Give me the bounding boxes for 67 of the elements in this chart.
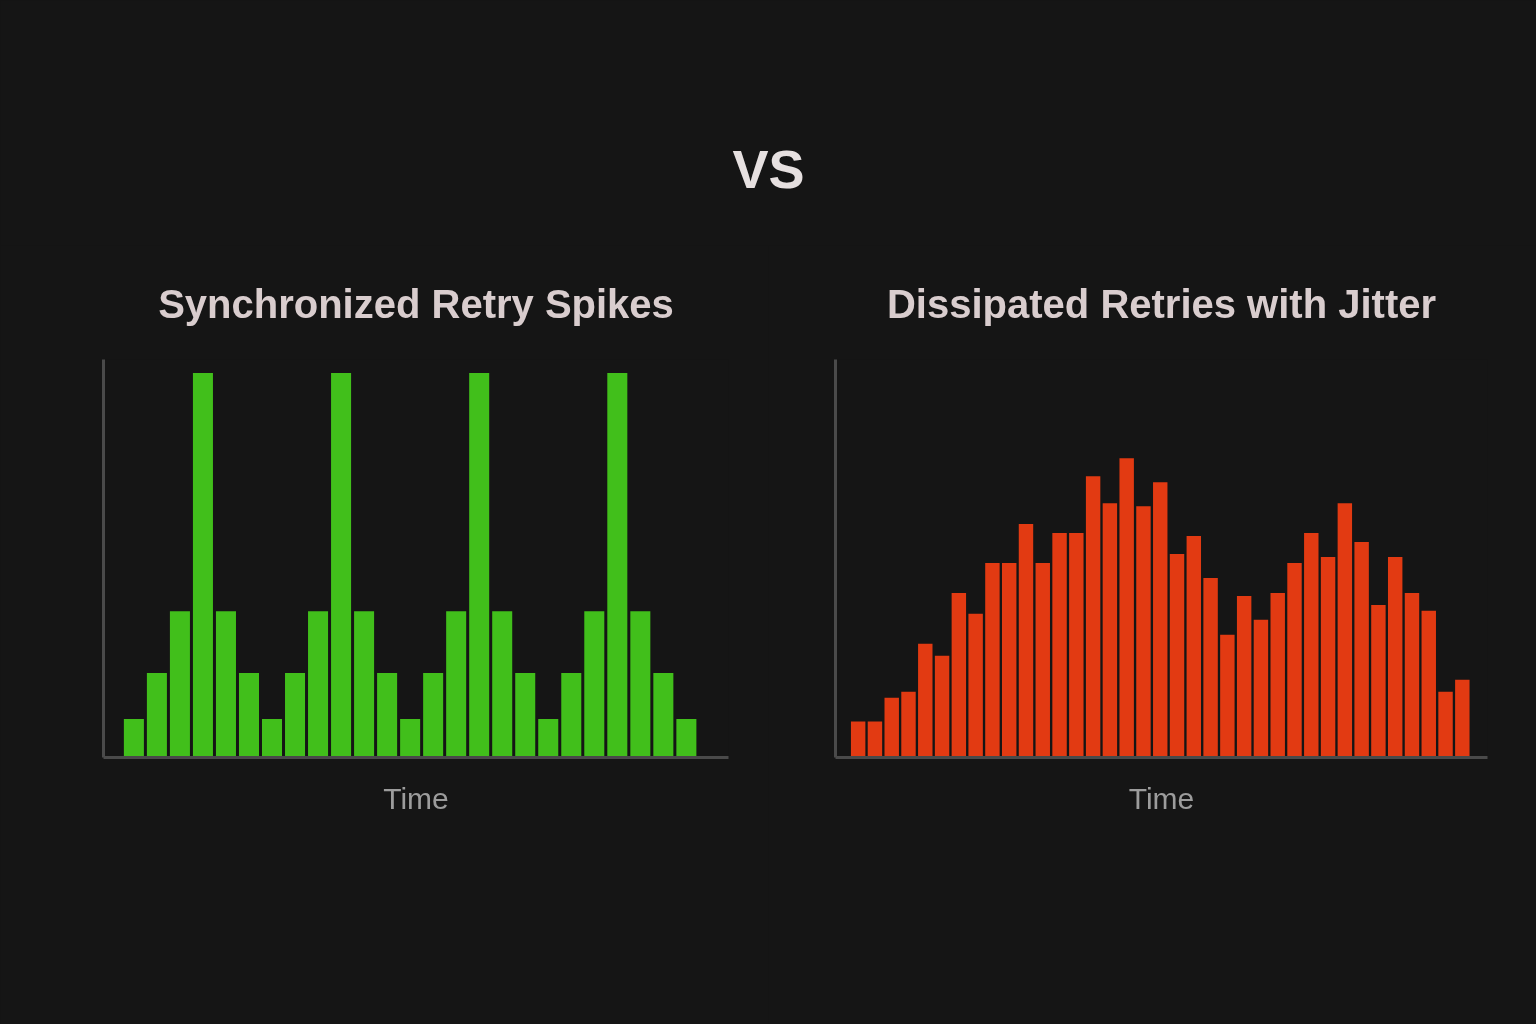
bar bbox=[1371, 604, 1386, 758]
bar bbox=[1001, 562, 1017, 758]
bar bbox=[630, 611, 651, 758]
bar bbox=[867, 721, 883, 758]
text: VS bbox=[732, 138, 805, 199]
bar bbox=[469, 372, 490, 758]
bar bbox=[1035, 562, 1050, 758]
bar bbox=[1253, 619, 1269, 758]
bar bbox=[1387, 557, 1403, 758]
bar bbox=[1186, 536, 1202, 758]
bar bbox=[1354, 542, 1369, 758]
bar bbox=[377, 672, 398, 758]
bar bbox=[515, 672, 536, 758]
bar bbox=[146, 672, 167, 758]
bar bbox=[1421, 610, 1436, 758]
bar bbox=[238, 672, 259, 758]
bar bbox=[1169, 554, 1185, 758]
bar bbox=[331, 372, 352, 758]
bar bbox=[1119, 458, 1134, 758]
bar bbox=[261, 719, 283, 758]
bar bbox=[1337, 503, 1353, 758]
bar bbox=[285, 672, 306, 758]
bar bbox=[985, 562, 1000, 758]
bar bbox=[1404, 592, 1420, 758]
x-axis-title: Time bbox=[383, 781, 449, 815]
bar bbox=[1052, 533, 1067, 758]
bar bbox=[1438, 691, 1453, 758]
bar bbox=[123, 719, 144, 758]
bar bbox=[1018, 524, 1034, 758]
bar bbox=[561, 672, 582, 758]
bar bbox=[446, 611, 467, 758]
bar bbox=[1304, 533, 1319, 758]
bar bbox=[423, 672, 444, 758]
bar bbox=[400, 719, 421, 758]
bar bbox=[1287, 562, 1302, 758]
bar bbox=[584, 611, 605, 758]
bar bbox=[884, 697, 899, 758]
bar bbox=[1069, 533, 1084, 758]
bar bbox=[934, 655, 950, 758]
bar bbox=[676, 719, 697, 758]
bar bbox=[901, 691, 916, 758]
bar bbox=[1153, 482, 1168, 758]
bar bbox=[951, 592, 967, 758]
bar bbox=[1203, 577, 1218, 758]
bar bbox=[354, 611, 375, 758]
bar bbox=[1455, 679, 1470, 758]
bar bbox=[1085, 476, 1101, 758]
bar bbox=[918, 643, 933, 758]
bar bbox=[1220, 634, 1235, 758]
x-axis-title: Time bbox=[1128, 781, 1195, 815]
bar bbox=[215, 611, 236, 758]
bar bbox=[607, 372, 628, 758]
bar bbox=[1136, 506, 1151, 758]
bar bbox=[1236, 595, 1252, 758]
bar bbox=[492, 611, 513, 758]
chart-title: Dissipated Retries with Jitter bbox=[886, 281, 1437, 326]
chart-title: Synchronized Retry Spikes bbox=[158, 281, 674, 326]
bar bbox=[968, 613, 983, 758]
bar bbox=[653, 672, 674, 758]
bar bbox=[1270, 592, 1285, 758]
bar bbox=[192, 372, 213, 758]
bar bbox=[850, 721, 866, 758]
bar bbox=[538, 719, 559, 758]
bar bbox=[169, 611, 190, 758]
bar bbox=[1102, 503, 1118, 758]
bar bbox=[308, 611, 329, 758]
bar bbox=[1320, 557, 1336, 758]
